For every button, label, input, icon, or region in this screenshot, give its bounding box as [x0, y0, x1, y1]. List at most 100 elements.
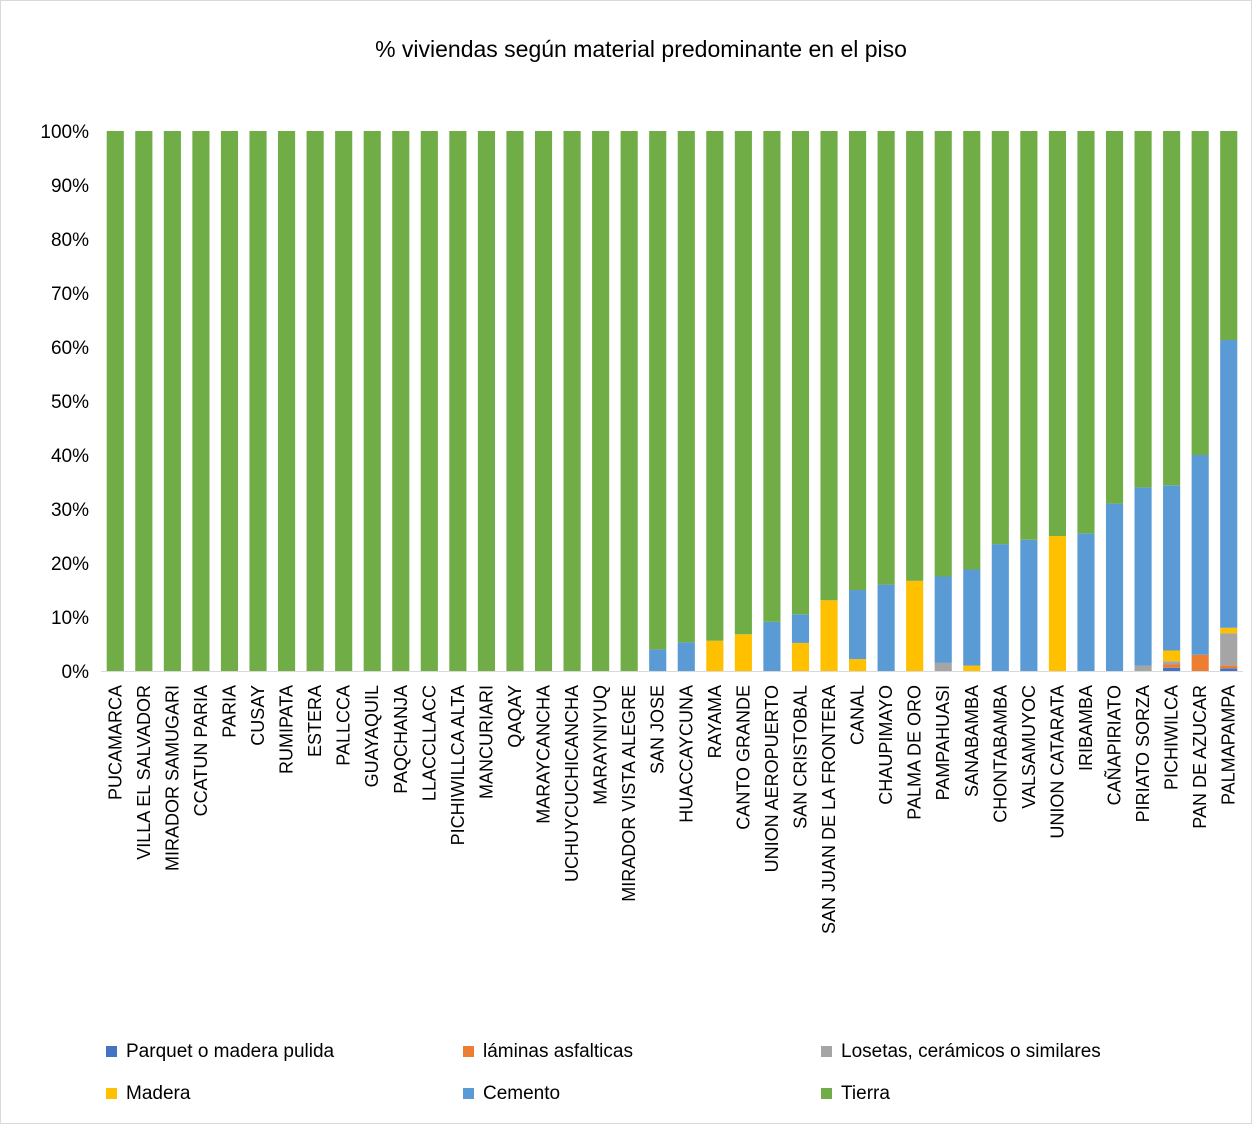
y-axis: 0% 10% 20% 30% 40% 50% 60% 70% 80% 90% 100% — [40, 122, 1243, 683]
bar-segment — [1020, 131, 1038, 540]
legend-label: Tierra — [841, 1083, 890, 1104]
bar-segment — [963, 131, 981, 570]
x-category-label: PAN DE AZUCAR — [1190, 685, 1210, 829]
y-tick-label: 80% — [51, 230, 89, 251]
chart-title: % viviendas según material predominante … — [375, 36, 907, 62]
y-tick-label: 40% — [51, 446, 89, 467]
bar-segment — [677, 642, 695, 671]
bar-segment — [163, 131, 181, 671]
bar-segment — [649, 649, 667, 671]
bar-stack — [649, 131, 667, 671]
bar-segment — [877, 584, 895, 671]
bar-segment — [963, 569, 981, 666]
bar-segment — [906, 131, 924, 581]
bar-stack — [249, 131, 267, 671]
bar-segment — [392, 131, 410, 671]
bar-segment — [1134, 131, 1152, 488]
bar-segment — [449, 131, 467, 671]
bar-segment — [1077, 131, 1095, 534]
bar-stack — [363, 131, 381, 671]
bar-segment — [734, 634, 752, 671]
bar-stack — [991, 131, 1009, 671]
bar-segment — [1163, 131, 1181, 486]
y-tick-label: 30% — [51, 500, 89, 521]
bar-stack — [906, 131, 924, 671]
bar-stack — [163, 131, 181, 671]
legend-label: Madera — [126, 1083, 191, 1104]
x-category-label: CHONTABAMBA — [990, 685, 1010, 823]
bar-stack — [563, 131, 581, 671]
x-category-label: CANAL — [848, 685, 868, 745]
bar-segment — [1220, 665, 1238, 669]
bar-segment — [1163, 650, 1181, 662]
bar-segment — [706, 640, 724, 671]
x-category-label: VILLA EL SALVADOR — [134, 685, 154, 860]
x-category-label: CAÑAPIRIATO — [1104, 685, 1125, 805]
bar-segment — [1220, 668, 1238, 671]
bar-segment — [763, 131, 781, 622]
legend-swatch — [463, 1088, 474, 1099]
bar-segment — [1048, 131, 1066, 536]
y-tick-label: 10% — [51, 608, 89, 629]
x-category-label: PALLCCA — [334, 685, 354, 766]
legend-label: Cemento — [483, 1083, 560, 1104]
y-tick-label: 60% — [51, 338, 89, 359]
x-category-label: GUAYAQUIL — [362, 685, 382, 787]
bar-stack — [706, 131, 724, 671]
bar-segment — [1105, 131, 1124, 504]
y-tick-label: 20% — [51, 554, 89, 575]
legend-swatch — [463, 1046, 474, 1057]
x-category-label: HUACCAYCUNA — [676, 685, 696, 823]
legend-swatch — [106, 1088, 117, 1099]
bar-stack — [820, 131, 838, 671]
bar-segment — [791, 642, 810, 671]
bar-segment — [1220, 633, 1238, 666]
bar-segment — [1163, 667, 1181, 671]
y-tick-label: 100% — [40, 122, 89, 143]
bars-group — [106, 131, 1238, 671]
bar-stack — [734, 131, 752, 671]
x-category-label: MARAYCANCHA — [534, 685, 554, 824]
x-category-label: QAQAY — [505, 685, 525, 748]
bar-segment — [1048, 536, 1066, 671]
x-category-label: MANCURIARI — [476, 685, 496, 799]
bar-segment — [1191, 654, 1209, 671]
bar-segment — [534, 131, 553, 671]
x-category-label: PUCAMARCA — [105, 685, 125, 800]
bar-stack — [791, 131, 810, 671]
bar-segment — [135, 131, 153, 671]
bar-stack — [335, 131, 353, 671]
bar-segment — [1105, 503, 1124, 671]
x-category-label: PALMAPAMPA — [1219, 685, 1239, 805]
y-tick-label: 70% — [51, 284, 89, 305]
bar-segment — [1134, 487, 1152, 666]
bar-segment — [592, 131, 610, 671]
bar-segment — [192, 131, 210, 671]
bar-stack — [1191, 131, 1209, 671]
bar-segment — [477, 131, 495, 671]
x-category-label: MIRADOR SAMUGARI — [162, 685, 182, 871]
bar-segment — [506, 131, 524, 671]
x-category-label: SAN JOSE — [648, 685, 668, 774]
bar-segment — [420, 131, 438, 671]
x-category-label: CCATUN PARIA — [191, 685, 211, 816]
bar-segment — [820, 131, 838, 601]
x-category-label: UNION CATARATA — [1047, 685, 1067, 839]
bar-stack — [849, 131, 867, 671]
x-category-label: PARIA — [219, 685, 239, 738]
legend-swatch — [821, 1088, 832, 1099]
bar-stack — [278, 131, 296, 671]
x-category-label: LLACCLLACC — [419, 685, 439, 801]
x-category-label: PAMPAHUASI — [933, 685, 953, 800]
bar-segment — [1220, 627, 1238, 634]
bar-stack — [763, 131, 781, 671]
bar-stack — [135, 131, 153, 671]
x-category-label: PALMA DE ORO — [905, 685, 925, 820]
x-category-label: PICHIWILLCA ALTA — [448, 685, 468, 845]
bar-segment — [1077, 533, 1095, 671]
x-category-label: CHAUPIMAYO — [876, 685, 896, 805]
x-category-label: MIRADOR VISTA ALEGRE — [619, 685, 639, 902]
bar-segment — [306, 131, 324, 671]
bar-stack — [506, 131, 524, 671]
